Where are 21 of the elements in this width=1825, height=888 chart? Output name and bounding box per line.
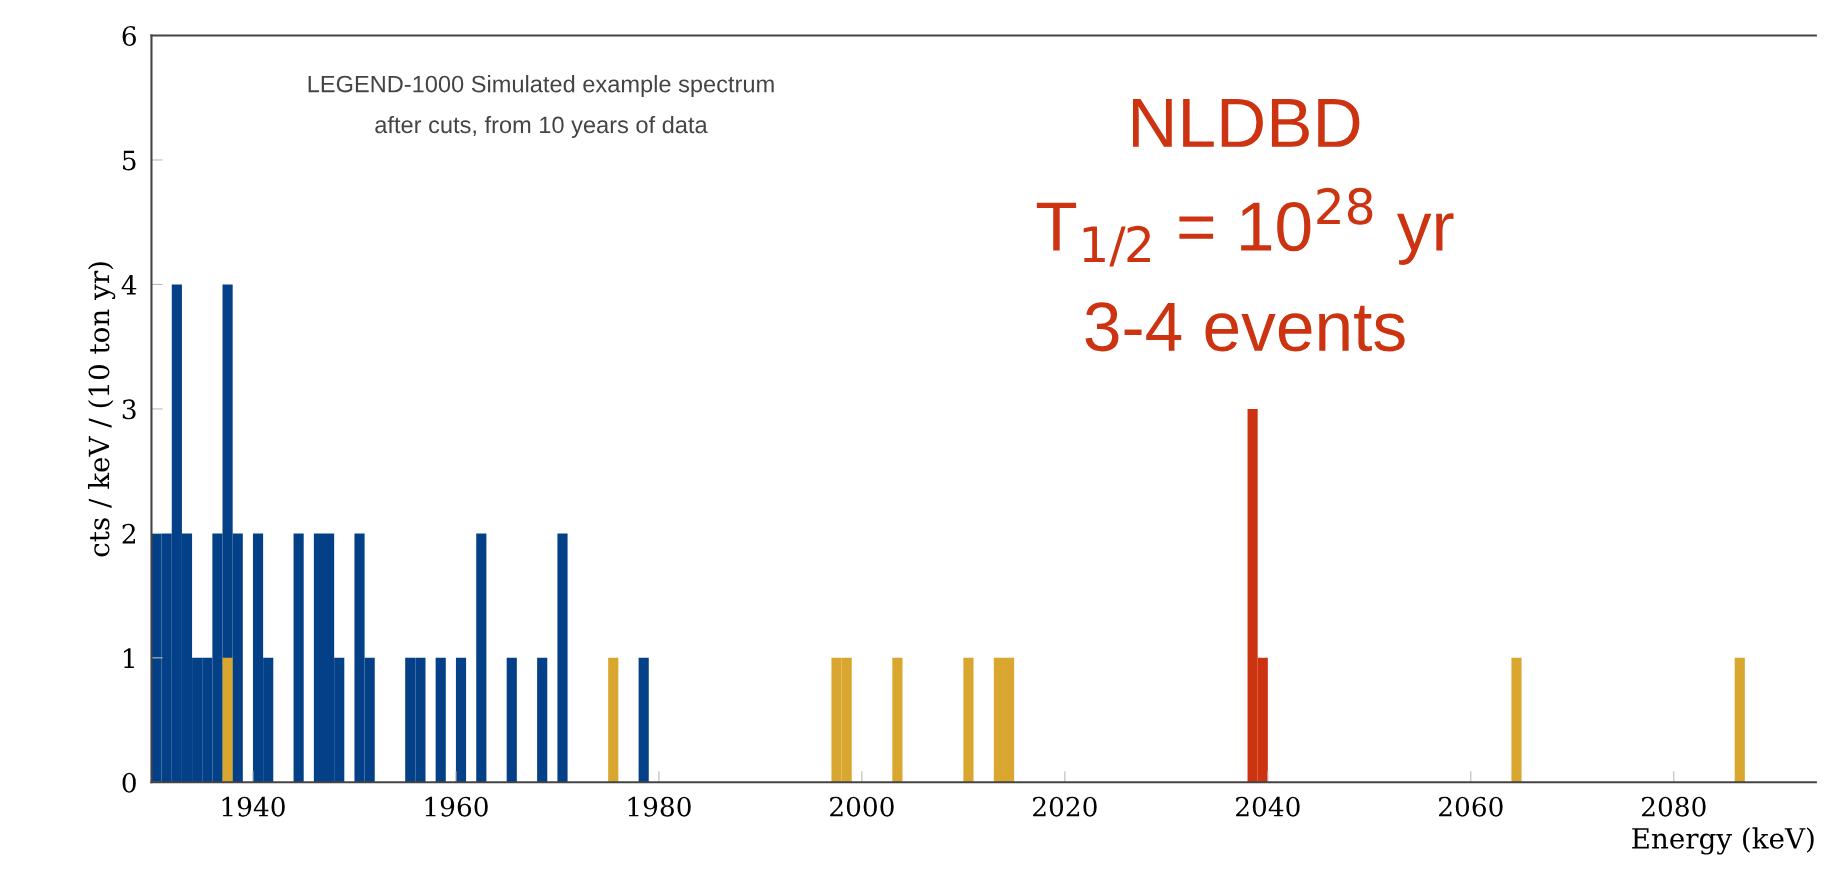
x-tick-label: 2020 xyxy=(1033,796,1097,817)
y-tick-label: 0 xyxy=(122,772,136,793)
x-axis-title: Energy (keV) xyxy=(1632,827,1814,855)
x-tick-label: 1960 xyxy=(425,796,488,817)
y-tick-label: 5 xyxy=(123,150,136,171)
annotation: NLDBD xyxy=(1132,99,1360,147)
y-tick-label: 4 xyxy=(121,274,137,295)
annotation: T$_{1/2}$ = 10$^{28}$ yr xyxy=(1036,187,1454,267)
x-tick-label: 2060 xyxy=(1439,796,1503,817)
y-tick-label: 2 xyxy=(122,523,135,544)
x-tick-label: 2080 xyxy=(1642,796,1706,817)
y-tick-label: 1 xyxy=(124,648,134,668)
y-axis-title: cts / keV / (10 ton yr) xyxy=(87,262,116,557)
x-tick-label: 1980 xyxy=(628,796,691,817)
x-tick-label: 2040 xyxy=(1236,796,1300,817)
x-tick-label: 2000 xyxy=(830,796,894,817)
y-tick-label: 6 xyxy=(122,25,136,46)
annotation: LEGEND-1000 Simulated example spectrum after cuts, from 10 years of data xyxy=(308,75,774,138)
annotation: 3-4 events xyxy=(1085,302,1405,352)
y-tick-label: 3 xyxy=(122,399,136,420)
x-tick-label: 1940 xyxy=(222,796,285,817)
